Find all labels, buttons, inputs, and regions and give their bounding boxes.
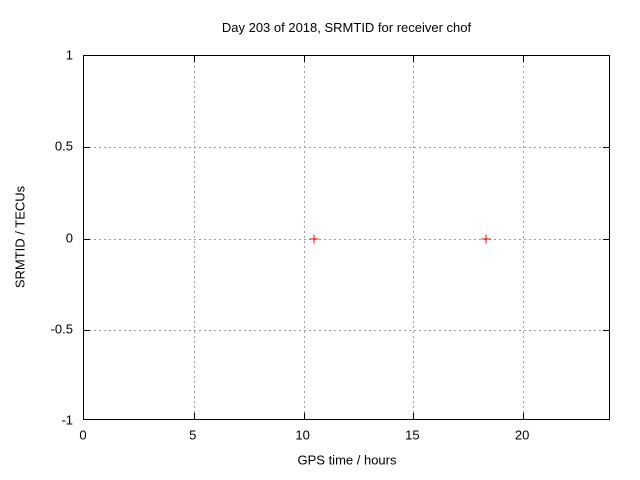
tick-mark-bottom: [413, 413, 415, 419]
tick-mark-left: [84, 147, 90, 149]
y-tick-label: 0.5: [54, 138, 73, 154]
data-point-marker: [309, 234, 319, 243]
tick-mark-top: [523, 56, 525, 62]
x-tick-label: 0: [79, 427, 87, 443]
tick-mark-bottom: [523, 413, 525, 419]
tick-mark-left: [84, 329, 90, 331]
tick-mark-top: [193, 56, 195, 62]
tick-mark-top: [303, 56, 305, 62]
x-tick-label: 10: [295, 427, 310, 443]
y-tick-label: -1: [61, 412, 73, 428]
gridline-y: [84, 238, 609, 240]
gridline-x: [303, 56, 305, 419]
plot-area: [83, 55, 610, 420]
tick-mark-bottom: [193, 413, 195, 419]
data-point-marker: [481, 234, 491, 243]
y-tick-label: 1: [65, 47, 73, 63]
gridline-x: [523, 56, 525, 419]
y-axis-label: SRMTID / TECUs: [12, 185, 28, 289]
y-tick-label: 0: [65, 230, 73, 245]
tick-mark-right: [603, 329, 609, 331]
tick-mark-bottom: [303, 413, 305, 419]
x-axis-label: GPS time / hours: [297, 452, 397, 468]
x-tick-label: 15: [405, 427, 420, 443]
gridline-x: [193, 56, 195, 419]
gridline-x: [413, 56, 415, 419]
tick-mark-right: [603, 238, 609, 240]
tick-mark-top: [413, 56, 415, 62]
gridline-y: [84, 329, 609, 331]
x-tick-label: 5: [189, 427, 197, 443]
x-tick-label: 20: [514, 427, 530, 443]
tick-mark-left: [84, 238, 90, 240]
chart-title: Day 203 of 2018, SRMTID for receiver cho…: [221, 20, 472, 35]
gridline-y: [84, 147, 609, 149]
tick-mark-right: [603, 147, 609, 149]
y-tick-label: -0.5: [50, 321, 73, 337]
